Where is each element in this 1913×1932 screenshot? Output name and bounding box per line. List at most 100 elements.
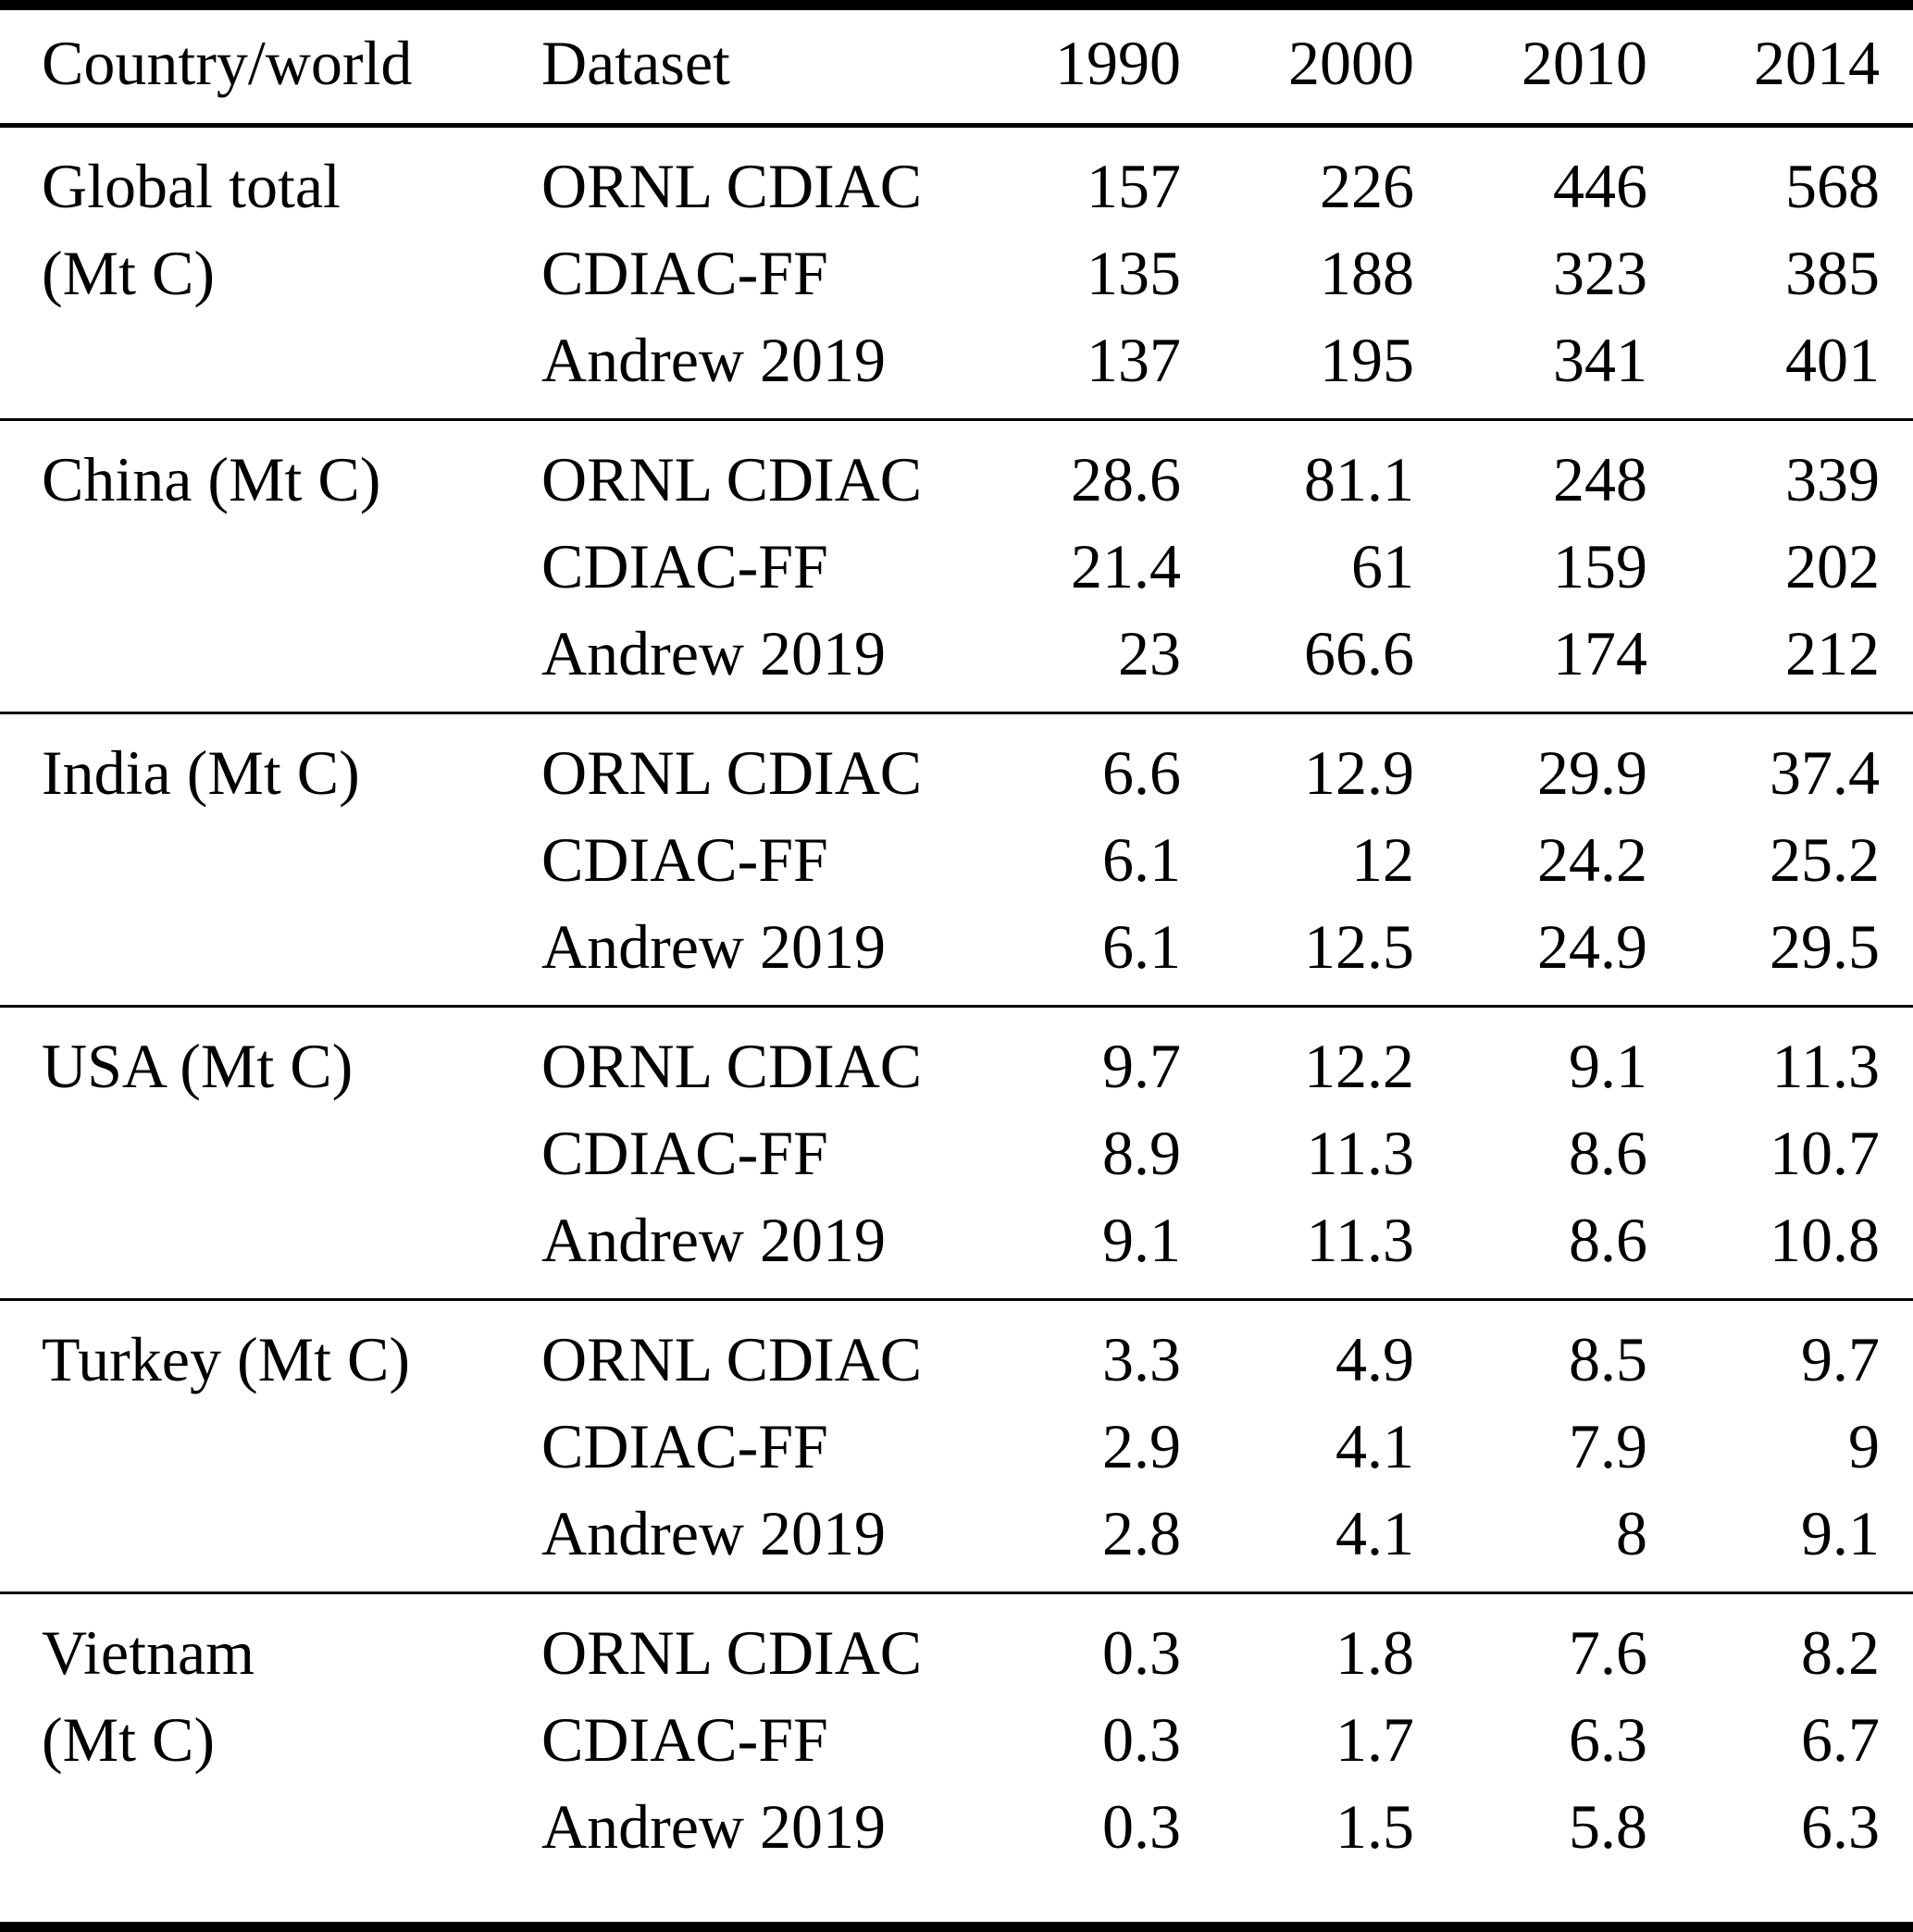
country-label-cell: Vietnam (Mt C) (0, 1593, 500, 1927)
dataset-cell: ORNL CDIAC (541, 1324, 923, 1394)
country-section: USA (Mt C) ORNL CDIAC 9.7 12.2 9.1 11.3 CDIAC-… (0, 1006, 1913, 1300)
value-cell: 323 (1553, 238, 1647, 308)
value-cell: 8 (1616, 1498, 1647, 1568)
value-cell: 66.6 (1304, 618, 1414, 688)
table-row: USA (Mt C) ORNL CDIAC 9.7 12.2 9.1 11.3 (0, 1007, 1913, 1110)
value-cell: 446 (1553, 151, 1647, 221)
dataset-cell: CDIAC-FF (541, 1704, 828, 1775)
value-cell: 0.3 (1102, 1704, 1181, 1775)
value-cell: 1.8 (1335, 1617, 1414, 1688)
value-cell: 159 (1553, 531, 1647, 601)
country-section: Global total (Mt C) ORNL CDIAC 157 226 446 568… (0, 125, 1913, 420)
country-label-cell: Turkey (Mt C) (0, 1300, 500, 1593)
table-row: India (Mt C) ORNL CDIAC 6.6 12.9 29.9 37.4 (0, 713, 1913, 817)
dataset-cell: Andrew 2019 (541, 1205, 887, 1275)
header-country: Country/world (42, 28, 413, 98)
value-cell: 385 (1785, 238, 1880, 308)
value-cell: 28.6 (1071, 444, 1181, 514)
value-cell: 6.3 (1801, 1791, 1880, 1862)
value-cell: 61 (1351, 531, 1414, 601)
table-row: CDIAC-FF 0.3 1.7 6.3 6.7 (0, 1696, 1913, 1783)
value-cell: 3.3 (1102, 1324, 1181, 1394)
country-label-cell: USA (Mt C) (0, 1007, 500, 1300)
country-label-line: India (Mt C) (42, 737, 360, 808)
value-cell: 8.9 (1102, 1118, 1181, 1188)
value-cell: 188 (1320, 238, 1414, 308)
dataset-cell: CDIAC-FF (541, 531, 828, 601)
value-cell: 7.9 (1569, 1411, 1647, 1481)
value-cell: 157 (1087, 151, 1181, 221)
value-cell: 11.3 (1771, 1031, 1880, 1101)
value-cell: 401 (1785, 325, 1880, 395)
value-cell: 1.5 (1335, 1791, 1414, 1862)
value-cell: 21.4 (1071, 531, 1181, 601)
country-label-line: Global total (42, 151, 341, 221)
value-cell: 9.7 (1801, 1324, 1880, 1394)
value-cell: 339 (1785, 444, 1880, 514)
value-cell: 9.1 (1102, 1205, 1181, 1275)
country-section: Turkey (Mt C) ORNL CDIAC 3.3 4.9 8.5 9.7 CDIAC… (0, 1299, 1913, 1593)
table-row: Andrew 2019 6.1 12.5 24.9 29.5 (0, 903, 1913, 1007)
table-row: Turkey (Mt C) ORNL CDIAC 3.3 4.9 8.5 9.7 (0, 1300, 1913, 1404)
value-cell: 0.3 (1102, 1617, 1181, 1688)
value-cell: 4.1 (1335, 1498, 1414, 1568)
value-cell: 9.7 (1102, 1031, 1181, 1101)
dataset-cell: CDIAC-FF (541, 1411, 828, 1481)
value-cell: 12.9 (1304, 737, 1414, 808)
value-cell: 2.9 (1102, 1411, 1181, 1481)
country-label-cell: India (Mt C) (0, 713, 500, 1007)
value-cell: 11.3 (1306, 1118, 1414, 1188)
value-cell: 12 (1351, 824, 1414, 895)
table-row: CDIAC-FF 6.1 12 24.2 25.2 (0, 816, 1913, 903)
dataset-cell: ORNL CDIAC (541, 444, 923, 514)
dataset-cell: Andrew 2019 (541, 911, 887, 982)
value-cell: 1.7 (1335, 1704, 1414, 1775)
header-year-2010: 2010 (1522, 28, 1647, 98)
value-cell: 25.2 (1770, 824, 1880, 895)
dataset-cell: ORNL CDIAC (541, 1031, 923, 1101)
dataset-cell: Andrew 2019 (541, 618, 887, 688)
table-row: Andrew 2019 0.3 1.5 5.8 6.3 (0, 1783, 1913, 1927)
value-cell: 24.9 (1537, 911, 1647, 982)
value-cell: 10.7 (1770, 1118, 1880, 1188)
value-cell: 6.1 (1102, 911, 1181, 982)
header-row: Country/world Dataset 1990 2000 2010 201… (0, 6, 1913, 126)
value-cell: 5.8 (1569, 1791, 1647, 1862)
country-label-cell: China (Mt C) (0, 420, 500, 713)
value-cell: 0.3 (1102, 1791, 1181, 1862)
value-cell: 10.8 (1770, 1205, 1880, 1275)
country-section: India (Mt C) ORNL CDIAC 6.6 12.9 29.9 37.4 CDI… (0, 712, 1913, 1007)
value-cell: 6.7 (1801, 1704, 1880, 1775)
country-label-line: USA (Mt C) (42, 1031, 354, 1101)
value-cell: 8.2 (1801, 1617, 1880, 1688)
value-cell: 195 (1320, 325, 1414, 395)
dataset-cell: ORNL CDIAC (541, 151, 923, 221)
value-cell: 6.6 (1102, 737, 1181, 808)
dataset-cell: Andrew 2019 (541, 325, 887, 395)
table-row: CDIAC-FF 135 188 323 385 (0, 229, 1913, 316)
table-row: China (Mt C) ORNL CDIAC 28.6 81.1 248 339 (0, 420, 1913, 524)
dataset-cell: Andrew 2019 (541, 1498, 887, 1568)
table-row: Global total (Mt C) ORNL CDIAC 157 226 446 568 (0, 126, 1913, 308)
value-cell: 29.5 (1770, 911, 1880, 982)
value-cell: 9 (1848, 1411, 1880, 1481)
value-cell: 202 (1785, 531, 1880, 601)
dataset-cell: ORNL CDIAC (541, 737, 923, 808)
header-year-1990: 1990 (1055, 28, 1181, 98)
value-cell: 341 (1553, 325, 1647, 395)
value-cell: 11.3 (1306, 1205, 1414, 1275)
table-row: Vietnam (Mt C) ORNL CDIAC 0.3 1.8 7.6 8.2 (0, 1593, 1913, 1775)
value-cell: 137 (1087, 325, 1181, 395)
value-cell: 7.6 (1569, 1617, 1647, 1688)
dataset-cell: CDIAC-FF (541, 238, 828, 308)
value-cell: 24.2 (1537, 824, 1647, 895)
value-cell: 174 (1553, 618, 1647, 688)
value-cell: 4.9 (1335, 1324, 1414, 1394)
country-label-cell: Global total (Mt C) (0, 126, 500, 420)
country-label-line: (Mt C) (42, 1704, 215, 1775)
value-cell: 23 (1118, 618, 1181, 688)
table-row: Andrew 2019 137 195 341 401 (0, 316, 1913, 420)
dataset-cell: CDIAC-FF (541, 1118, 828, 1188)
table-header: Country/world Dataset 1990 2000 2010 201… (0, 6, 1913, 126)
header-dataset: Dataset (541, 28, 730, 98)
